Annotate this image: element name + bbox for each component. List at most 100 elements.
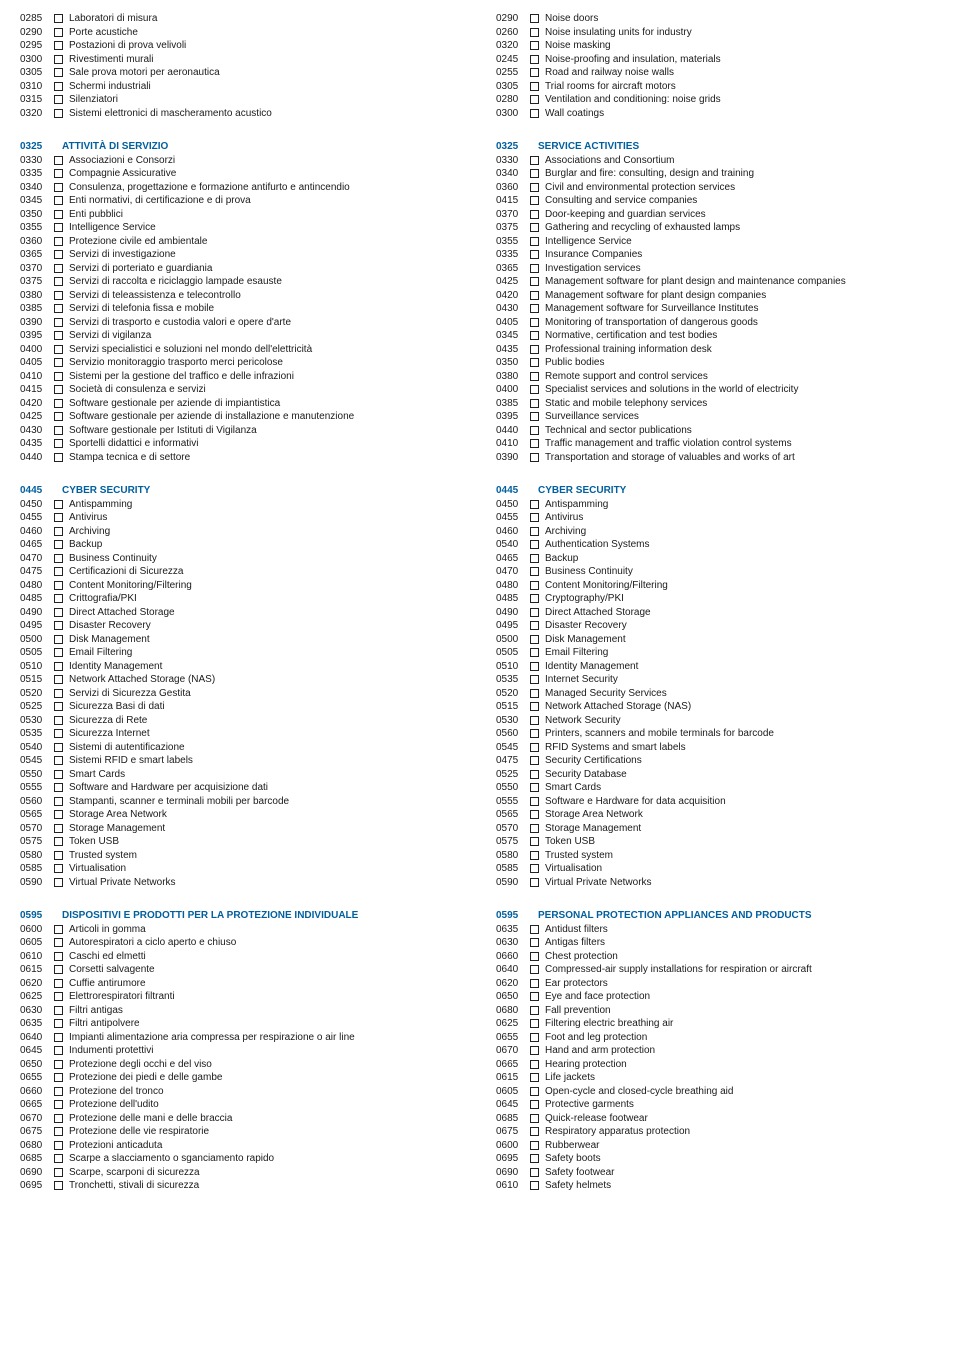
checkbox[interactable] xyxy=(530,783,539,792)
checkbox[interactable] xyxy=(530,554,539,563)
checkbox[interactable] xyxy=(54,837,63,846)
checkbox[interactable] xyxy=(530,331,539,340)
checkbox[interactable] xyxy=(530,675,539,684)
checkbox[interactable] xyxy=(530,1060,539,1069)
checkbox[interactable] xyxy=(54,196,63,205)
checkbox[interactable] xyxy=(54,1087,63,1096)
checkbox[interactable] xyxy=(530,1006,539,1015)
checkbox[interactable] xyxy=(54,399,63,408)
checkbox[interactable] xyxy=(54,1141,63,1150)
checkbox[interactable] xyxy=(54,965,63,974)
checkbox[interactable] xyxy=(54,938,63,947)
checkbox[interactable] xyxy=(54,28,63,37)
checkbox[interactable] xyxy=(530,385,539,394)
checkbox[interactable] xyxy=(530,608,539,617)
checkbox[interactable] xyxy=(54,878,63,887)
checkbox[interactable] xyxy=(530,648,539,657)
checkbox[interactable] xyxy=(530,1046,539,1055)
checkbox[interactable] xyxy=(530,635,539,644)
checkbox[interactable] xyxy=(54,729,63,738)
checkbox[interactable] xyxy=(530,1087,539,1096)
checkbox[interactable] xyxy=(54,1060,63,1069)
checkbox[interactable] xyxy=(54,439,63,448)
checkbox[interactable] xyxy=(54,783,63,792)
checkbox[interactable] xyxy=(54,291,63,300)
checkbox[interactable] xyxy=(530,965,539,974)
checkbox[interactable] xyxy=(54,635,63,644)
checkbox[interactable] xyxy=(530,1168,539,1177)
checkbox[interactable] xyxy=(54,716,63,725)
checkbox[interactable] xyxy=(54,992,63,1001)
checkbox[interactable] xyxy=(54,702,63,711)
checkbox[interactable] xyxy=(54,210,63,219)
checkbox[interactable] xyxy=(54,169,63,178)
checkbox[interactable] xyxy=(530,41,539,50)
checkbox[interactable] xyxy=(530,109,539,118)
checkbox[interactable] xyxy=(54,1033,63,1042)
checkbox[interactable] xyxy=(530,851,539,860)
checkbox[interactable] xyxy=(54,264,63,273)
checkbox[interactable] xyxy=(530,837,539,846)
checkbox[interactable] xyxy=(54,1073,63,1082)
checkbox[interactable] xyxy=(530,1073,539,1082)
checkbox[interactable] xyxy=(54,385,63,394)
checkbox[interactable] xyxy=(530,183,539,192)
checkbox[interactable] xyxy=(530,277,539,286)
checkbox[interactable] xyxy=(530,55,539,64)
checkbox[interactable] xyxy=(54,824,63,833)
checkbox[interactable] xyxy=(530,1154,539,1163)
checkbox[interactable] xyxy=(54,675,63,684)
checkbox[interactable] xyxy=(54,14,63,23)
checkbox[interactable] xyxy=(530,500,539,509)
checkbox[interactable] xyxy=(530,1019,539,1028)
checkbox[interactable] xyxy=(530,770,539,779)
checkbox[interactable] xyxy=(54,1127,63,1136)
checkbox[interactable] xyxy=(54,864,63,873)
checkbox[interactable] xyxy=(530,621,539,630)
checkbox[interactable] xyxy=(54,318,63,327)
checkbox[interactable] xyxy=(54,223,63,232)
checkbox[interactable] xyxy=(54,331,63,340)
checkbox[interactable] xyxy=(530,662,539,671)
checkbox[interactable] xyxy=(54,925,63,934)
checkbox[interactable] xyxy=(530,1127,539,1136)
checkbox[interactable] xyxy=(530,527,539,536)
checkbox[interactable] xyxy=(54,453,63,462)
checkbox[interactable] xyxy=(530,196,539,205)
checkbox[interactable] xyxy=(54,554,63,563)
checkbox[interactable] xyxy=(54,1154,63,1163)
checkbox[interactable] xyxy=(54,95,63,104)
checkbox[interactable] xyxy=(54,82,63,91)
checkbox[interactable] xyxy=(530,1100,539,1109)
checkbox[interactable] xyxy=(530,358,539,367)
checkbox[interactable] xyxy=(54,372,63,381)
checkbox[interactable] xyxy=(54,156,63,165)
checkbox[interactable] xyxy=(530,439,539,448)
checkbox[interactable] xyxy=(530,1181,539,1190)
checkbox[interactable] xyxy=(54,621,63,630)
checkbox[interactable] xyxy=(530,797,539,806)
checkbox[interactable] xyxy=(530,291,539,300)
checkbox[interactable] xyxy=(530,82,539,91)
checkbox[interactable] xyxy=(530,992,539,1001)
checkbox[interactable] xyxy=(530,426,539,435)
checkbox[interactable] xyxy=(54,594,63,603)
checkbox[interactable] xyxy=(530,372,539,381)
checkbox[interactable] xyxy=(54,68,63,77)
checkbox[interactable] xyxy=(530,156,539,165)
checkbox[interactable] xyxy=(54,648,63,657)
checkbox[interactable] xyxy=(530,68,539,77)
checkbox[interactable] xyxy=(530,250,539,259)
checkbox[interactable] xyxy=(530,567,539,576)
checkbox[interactable] xyxy=(530,824,539,833)
checkbox[interactable] xyxy=(530,702,539,711)
checkbox[interactable] xyxy=(54,1100,63,1109)
checkbox[interactable] xyxy=(530,952,539,961)
checkbox[interactable] xyxy=(530,743,539,752)
checkbox[interactable] xyxy=(54,797,63,806)
checkbox[interactable] xyxy=(54,277,63,286)
checkbox[interactable] xyxy=(54,540,63,549)
checkbox[interactable] xyxy=(530,264,539,273)
checkbox[interactable] xyxy=(530,345,539,354)
checkbox[interactable] xyxy=(54,743,63,752)
